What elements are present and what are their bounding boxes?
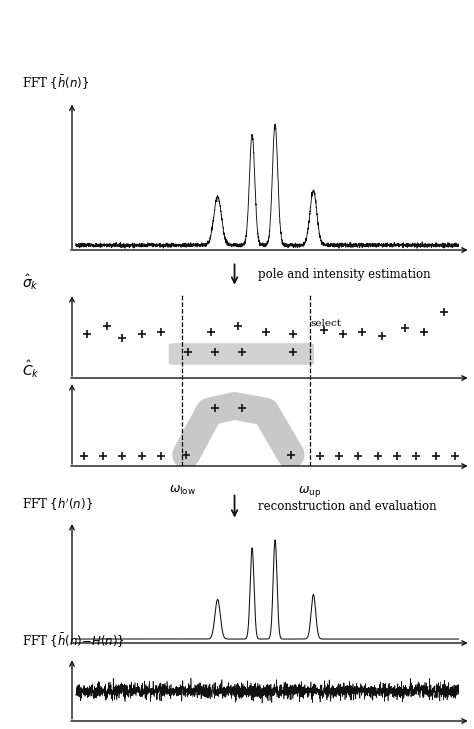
Text: FFT $\{\bar{h}(n)\}$: FFT $\{\bar{h}(n)\}$: [22, 74, 89, 92]
FancyBboxPatch shape: [169, 343, 314, 364]
Text: $\hat{\sigma}_k$: $\hat{\sigma}_k$: [22, 272, 38, 292]
Text: $\hat{C}_k$: $\hat{C}_k$: [22, 358, 39, 380]
Text: select: select: [310, 319, 341, 328]
Text: $\omega_{\rm low}$: $\omega_{\rm low}$: [169, 483, 196, 496]
Text: FFT $\{\bar{h}(n){-}H(n)\}$: FFT $\{\bar{h}(n){-}H(n)\}$: [22, 632, 125, 650]
Text: $\omega_{\rm up}$: $\omega_{\rm up}$: [299, 483, 321, 499]
Text: reconstruction and evaluation: reconstruction and evaluation: [258, 500, 437, 513]
Text: FFT $\{h'(n)\}$: FFT $\{h'(n)\}$: [22, 496, 93, 513]
Text: pole and intensity estimation: pole and intensity estimation: [258, 268, 430, 281]
